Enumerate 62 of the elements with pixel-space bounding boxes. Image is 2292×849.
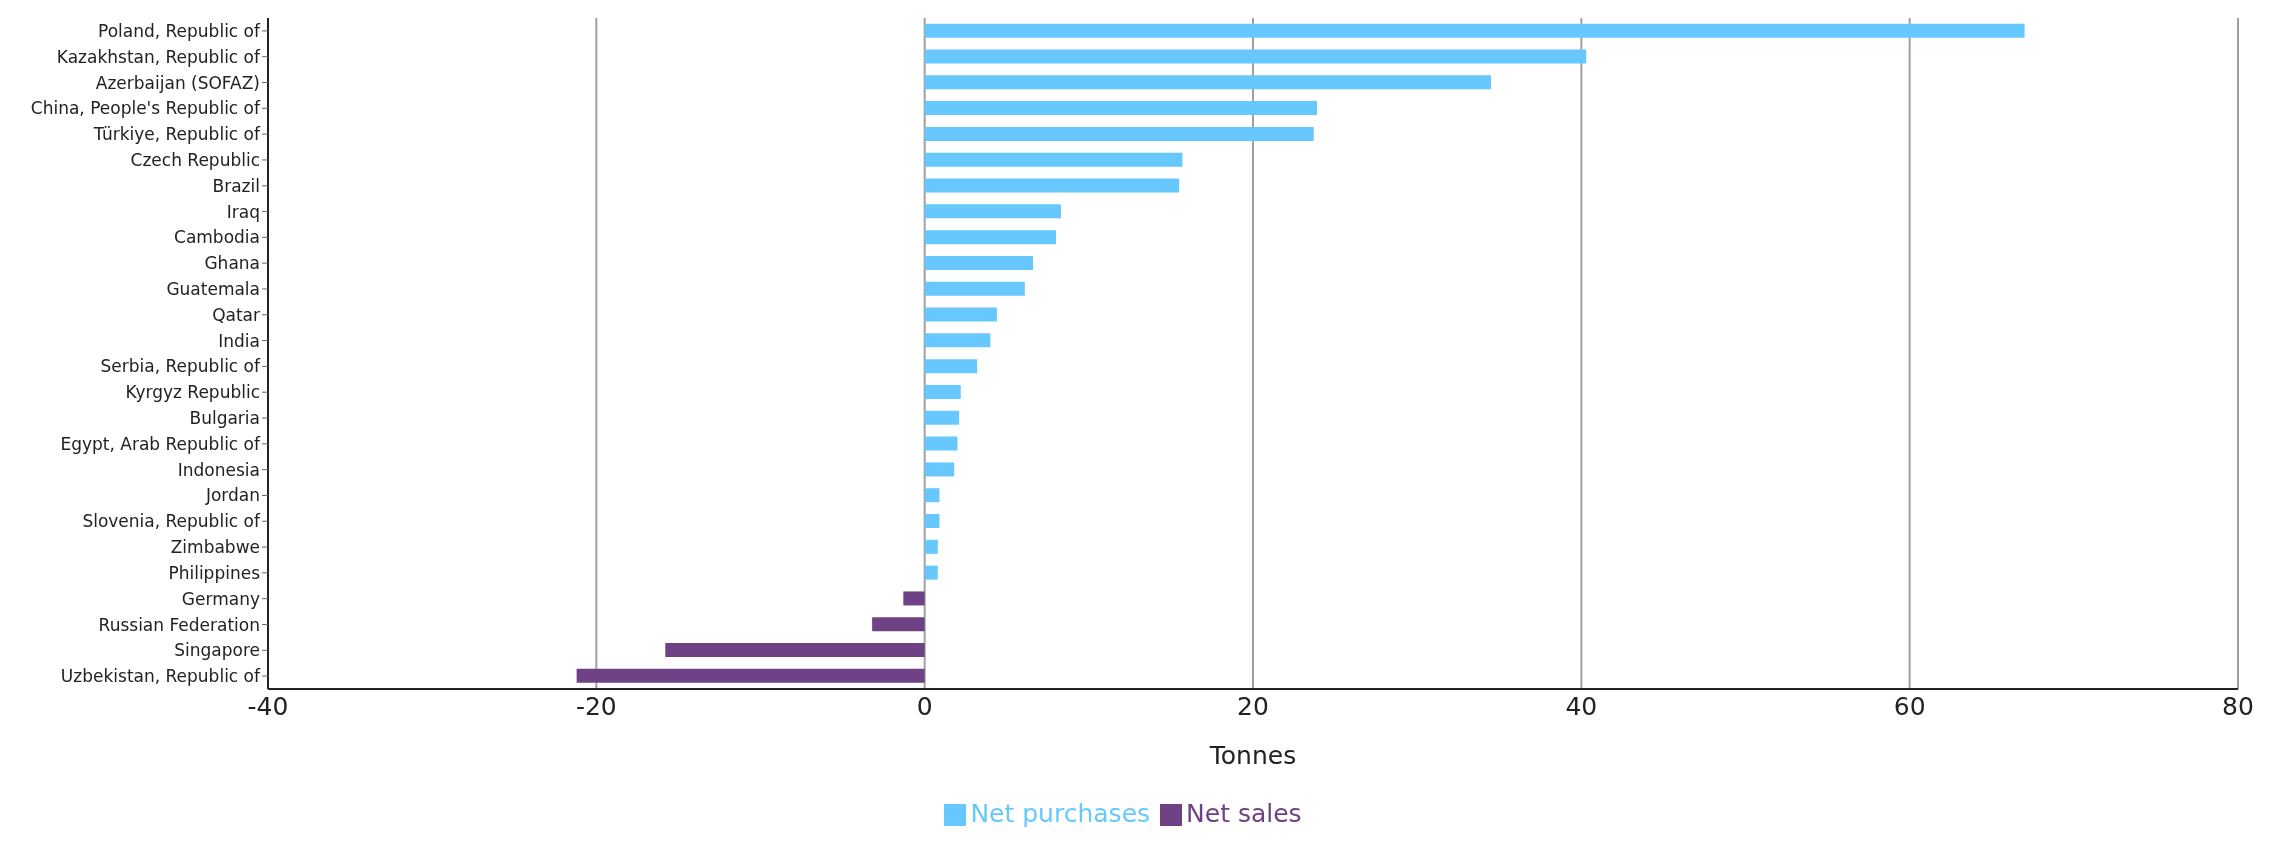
bar	[872, 617, 925, 632]
bar	[924, 488, 940, 503]
y-tick-label: Iraq	[226, 201, 260, 222]
y-tick-label: Philippines	[168, 562, 261, 583]
bar	[924, 333, 991, 348]
bar	[924, 436, 958, 451]
bar	[924, 204, 1061, 219]
y-tick-label: Zimbabwe	[170, 537, 260, 558]
legend-label: Net sales	[1186, 799, 1302, 828]
y-tick-label: Cambodia	[174, 227, 260, 248]
x-tick-label: 40	[1565, 691, 1598, 721]
bar	[924, 462, 955, 477]
y-tick-label: Germany	[181, 588, 260, 609]
y-tick-label: Guatemala	[166, 279, 260, 300]
bar	[924, 178, 1180, 193]
bar	[903, 591, 925, 606]
y-tick-label: Kyrgyz Republic	[125, 382, 260, 403]
bar	[924, 152, 1183, 167]
x-tick-label: -20	[575, 691, 617, 721]
bar	[924, 307, 997, 322]
y-tick-label: Czech Republic	[130, 149, 260, 170]
y-tick-label: Bulgaria	[189, 408, 260, 429]
y-tick-label: Jordan	[204, 485, 260, 506]
y-tick-label: Uzbekistan, Republic of	[60, 666, 262, 687]
bar	[924, 255, 1034, 270]
y-tick-label: Ghana	[204, 253, 260, 274]
y-tick-label: Kazakhstan, Republic of	[56, 46, 262, 67]
y-tick-label: Egypt, Arab Republic of	[60, 433, 261, 454]
x-axis-title: Tonnes	[1208, 741, 1297, 770]
y-tick-label: Brazil	[212, 175, 260, 196]
y-tick-label: Qatar	[212, 304, 261, 325]
y-tick-label: China, People's Republic of	[30, 98, 262, 119]
x-tick-label: 0	[916, 691, 933, 721]
y-tick-label: India	[218, 330, 260, 351]
bar	[924, 514, 940, 529]
bar	[924, 230, 1056, 245]
bar	[924, 410, 960, 425]
bar	[924, 23, 2025, 38]
y-tick-label: Russian Federation	[98, 614, 260, 635]
x-tick-label: -40	[247, 691, 289, 721]
x-tick-label: 80	[2222, 691, 2254, 721]
y-tick-label: Serbia, Republic of	[100, 356, 261, 377]
bar	[924, 281, 1025, 296]
bar	[924, 126, 1314, 141]
y-tick-label: Poland, Republic of	[97, 20, 262, 41]
y-tick-label: Slovenia, Republic of	[82, 511, 262, 532]
bar	[924, 565, 938, 580]
y-tick-label: Indonesia	[177, 459, 260, 480]
y-tick-label: Singapore	[174, 640, 260, 661]
bar	[924, 359, 978, 374]
bar	[924, 384, 961, 399]
bar	[924, 101, 1318, 116]
x-tick-label: 20	[1237, 691, 1269, 721]
bar	[924, 75, 1492, 90]
bar	[924, 49, 1587, 64]
y-tick-label: Azerbaijan (SOFAZ)	[95, 72, 260, 93]
bar	[924, 539, 938, 554]
legend-label: Net purchases	[970, 799, 1151, 828]
bar	[576, 668, 925, 683]
y-tick-label: Türkiye, Republic of	[92, 124, 261, 145]
bar	[665, 643, 925, 658]
x-tick-label: 60	[1893, 691, 1926, 721]
